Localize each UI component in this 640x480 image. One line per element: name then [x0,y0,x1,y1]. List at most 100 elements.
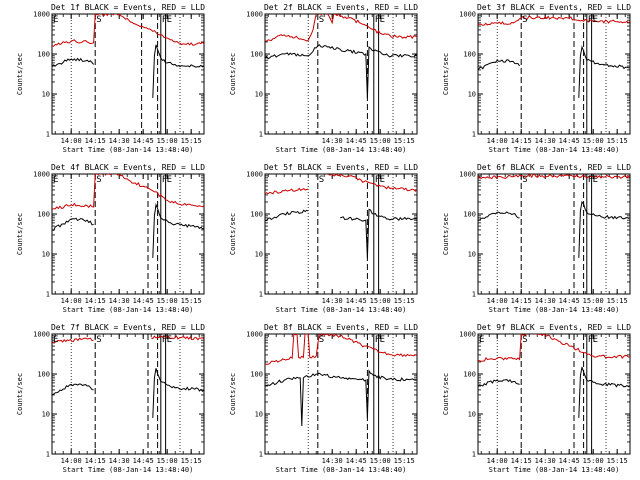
y-tick-label: 1 [46,131,50,139]
plot-frame [51,333,205,455]
x-tick-label: 15:00 [370,457,391,465]
x-tick-label: 15:00 [157,457,178,465]
phase-marker-label: E [593,15,598,25]
series-lld [52,174,204,210]
y-tick-label: 1 [259,131,263,139]
x-tick-label: 14:30 [322,297,343,305]
y-tick-label: 100 [37,51,50,59]
phase-marker-label: E [167,15,172,25]
x-tick-label: 14:15 [511,297,532,305]
x-tick-label: 14:00 [61,457,82,465]
series-events [265,369,417,427]
y-tick-label: 1000 [33,171,50,179]
x-axis-label: Start Time (08-Jan-14 13:48:40) [276,466,407,474]
x-tick-label: 14:00 [61,137,82,145]
x-axis-label: Start Time (08-Jan-14 13:48:40) [489,146,620,154]
y-axis-label: Counts/sec [442,373,450,415]
x-axis-label: Start Time (08-Jan-14 13:48:40) [489,466,620,474]
y-tick-label: 100 [463,51,476,59]
y-tick-label: 1000 [459,11,476,19]
x-tick-label: 15:15 [394,457,415,465]
y-tick-label: 1 [46,291,50,299]
phase-marker-label: F [588,175,593,185]
chart-title: Det 3f BLACK = Events, RED = LLD [477,3,631,12]
y-tick-label: 1 [259,451,263,459]
phase-marker-label: E [53,175,58,185]
y-axis-label: Counts/sec [229,53,237,95]
y-tick-label: 100 [463,371,476,379]
phase-marker-label: E [593,335,598,345]
phase-marker-label: S [522,175,527,185]
phase-marker-label: E [167,335,172,345]
x-tick-label: 15:00 [583,297,604,305]
chart-panel-8: Det 8f BLACK = Events, RED = LLD 1 10 100 10… [229,323,418,474]
y-axis-label: Counts/sec [229,373,237,415]
phase-marker-label: F [162,335,167,345]
x-tick-label: 14:45 [346,137,367,145]
phase-marker-label: F [162,175,167,185]
series-events [52,44,204,98]
x-axis-label: Start Time (08-Jan-14 13:48:40) [276,306,407,314]
series-events [265,44,417,98]
y-tick-label: 10 [42,251,50,259]
y-tick-label: 10 [468,91,476,99]
chart-panel-7: Det 7f BLACK = Events, RED = LLD 1 10 100 10… [16,323,205,474]
x-tick-label: 14:15 [511,137,532,145]
series-events [265,208,417,258]
x-axis-label: Start Time (08-Jan-14 13:48:40) [63,146,194,154]
x-tick-label: 14:30 [322,137,343,145]
series-events [478,366,630,418]
series-lld [265,14,417,42]
phase-marker-label: S [319,335,324,345]
series-lld [478,334,630,362]
chart-title: Det 5f BLACK = Events, RED = LLD [264,163,418,172]
y-tick-label: 1000 [459,171,476,179]
y-tick-label: 10 [468,411,476,419]
x-tick-label: 14:45 [346,457,367,465]
x-tick-label: 15:15 [607,297,628,305]
x-tick-label: 15:15 [394,297,415,305]
y-tick-label: 10 [42,91,50,99]
series-lld [52,14,204,47]
phase-marker-label: S [522,335,527,345]
series-lld [265,174,417,195]
y-tick-label: 1 [259,291,263,299]
y-tick-label: 100 [250,51,263,59]
phase-marker-label: F [375,15,380,25]
series-events [52,368,204,418]
x-tick-label: 14:00 [61,297,82,305]
phase-marker-label: E [53,335,58,345]
y-tick-label: 100 [37,371,50,379]
plot-frame [477,333,631,455]
x-tick-label: 14:45 [559,457,580,465]
x-tick-label: 15:15 [607,457,628,465]
x-tick-label: 14:30 [109,137,130,145]
phase-marker-label: E [53,15,58,25]
chart-panel-9: Det 9f BLACK = Events, RED = LLD 1 10 100 10… [442,323,631,474]
x-tick-label: 15:15 [181,457,202,465]
chart-title: Det 6f BLACK = Events, RED = LLD [477,163,631,172]
chart-title: Det 1f BLACK = Events, RED = LLD [51,3,205,12]
chart-title: Det 2f BLACK = Events, RED = LLD [264,3,418,12]
plot-frame [264,173,418,295]
x-tick-label: 15:00 [157,137,178,145]
phase-marker-label: E [167,175,172,185]
y-tick-label: 1 [472,451,476,459]
y-tick-label: 1000 [33,331,50,339]
x-tick-label: 15:15 [394,137,415,145]
x-tick-label: 14:15 [511,457,532,465]
y-axis-label: Counts/sec [16,213,24,255]
x-tick-label: 15:15 [181,297,202,305]
x-tick-label: 14:30 [322,457,343,465]
phase-marker-label: S [96,175,101,185]
y-axis-label: Counts/sec [229,213,237,255]
x-tick-label: 15:00 [370,137,391,145]
plot-frame [477,173,631,295]
plot-frame [51,173,205,295]
phase-marker-label: F [375,175,380,185]
x-axis-label: Start Time (08-Jan-14 13:48:40) [63,306,194,314]
phase-marker-label: F [162,15,167,25]
x-tick-label: 14:30 [535,137,556,145]
x-tick-label: 14:00 [487,137,508,145]
